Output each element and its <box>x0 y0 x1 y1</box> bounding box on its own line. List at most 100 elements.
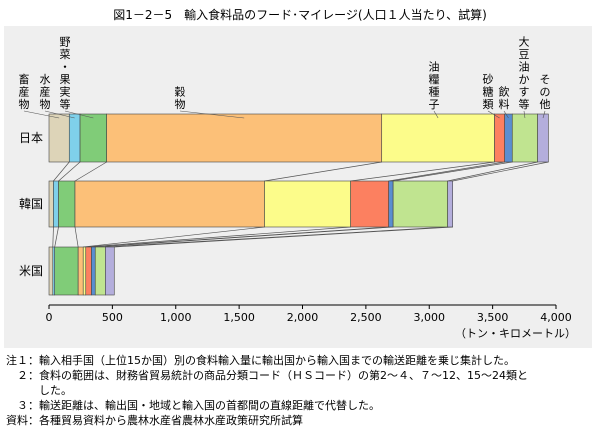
series-label-char: 油 <box>429 60 440 74</box>
x-tick-label: 2,500 <box>350 311 382 324</box>
connector-line <box>53 161 70 182</box>
note-2: ２：食料の範囲は、財務省貿易統計の商品分類コード（ＨＳコード）の第2～４、７～1… <box>6 369 528 382</box>
connector-line <box>350 161 495 182</box>
series-label-char: 他 <box>540 98 551 111</box>
connector-line <box>54 226 59 248</box>
series-label-char: 子 <box>429 98 440 111</box>
bar-segment <box>264 180 351 228</box>
series-leader-line <box>542 110 546 119</box>
bar-segment <box>48 113 70 163</box>
series-label-char: の <box>540 86 551 99</box>
series-leader-line <box>23 110 60 119</box>
bar-segment <box>54 246 79 296</box>
connector-line <box>58 161 81 182</box>
series-label-char: 物 <box>40 97 51 111</box>
bar-segment <box>537 113 549 163</box>
note-2-cont: した。 <box>6 384 72 397</box>
bar-segment <box>494 113 505 163</box>
bar-segment <box>82 246 87 296</box>
category-label: 日本 <box>19 131 43 145</box>
series-label-char: 産 <box>40 86 51 99</box>
x-tick-label: 3,000 <box>414 311 446 324</box>
connector-line <box>85 226 351 248</box>
x-axis-label: （トン・キロメートル） <box>455 327 576 340</box>
x-tick-label: 3,500 <box>477 311 509 324</box>
series-leader-line <box>179 110 245 119</box>
x-tick-label: 0 <box>46 311 53 324</box>
series-label-char: 畜 <box>19 72 30 86</box>
series-label-char: そ <box>540 73 551 86</box>
series-label-char: 油 <box>519 60 530 74</box>
bar-segment <box>79 113 107 163</box>
bar-segment <box>74 180 265 228</box>
note-3: ３：輸送距離は、輸出国・地域と輸入国の首都間の直線距離で代替した。 <box>6 399 380 412</box>
connector-line <box>114 226 453 248</box>
series-label-char: 飲 <box>499 85 510 99</box>
series-label-char: 物 <box>175 97 186 111</box>
connector-line <box>52 226 54 248</box>
bar-segment <box>504 113 513 163</box>
series-label-char: 等 <box>519 97 530 111</box>
x-tick-label: 1,000 <box>160 311 192 324</box>
connector-line <box>74 226 79 248</box>
connector-line <box>388 161 505 182</box>
connector-line <box>447 161 538 182</box>
bar-segment <box>381 113 495 163</box>
series-label-char: 糧 <box>429 72 440 86</box>
plot-frame: 日本韓国米国 0 500 1,000 1,500 2,000 2,500 3,000 3,500… <box>4 26 592 348</box>
bar-segment <box>85 246 92 296</box>
bar-segment <box>58 180 76 228</box>
series-label-char: 菜 <box>60 48 71 61</box>
series-label-char: か <box>519 73 530 86</box>
bar-segment <box>53 180 59 228</box>
series-leader-line <box>64 110 94 119</box>
series-label-char: ・ <box>60 61 71 74</box>
category-label: 韓国 <box>19 197 43 211</box>
bar-segment <box>350 180 389 228</box>
series-leader-line <box>523 110 526 119</box>
bar-segment <box>48 180 54 228</box>
series-label-char: 豆 <box>519 48 530 61</box>
category-label: 米国 <box>19 264 43 278</box>
note-1: 注１：輸入相手国（上位15か国）別の食料輸入量に輸出国から輸入国までの輸送距離を… <box>6 354 515 367</box>
connector-line <box>452 161 549 182</box>
series-label-char: 水 <box>40 73 51 86</box>
series-label-char: 物 <box>19 97 30 111</box>
source-note: 資料：各種貿易資料から農林水産省農林水産政策研究所試算 <box>6 414 303 427</box>
series-leader-line <box>44 110 75 119</box>
x-tick-label: 2,000 <box>287 311 319 324</box>
x-tick-label: 500 <box>102 311 123 324</box>
bar-segment <box>388 180 394 228</box>
x-tick-label: 1,500 <box>223 311 255 324</box>
series-label-char: 類 <box>483 98 494 111</box>
connector-line <box>83 226 265 248</box>
bar-segment <box>91 246 96 296</box>
series-label-char: 野 <box>60 36 71 49</box>
series-label-char: 等 <box>60 97 71 111</box>
bar-segment <box>392 180 448 228</box>
series-leader-line <box>433 110 439 119</box>
bar-segment <box>511 113 538 163</box>
connector-line <box>393 161 513 182</box>
series-label-char: 砂 <box>483 73 494 86</box>
series-label-char: 産 <box>19 86 30 99</box>
bar-segment <box>447 180 453 228</box>
series-label-char: 糖 <box>483 85 494 99</box>
series-label-char: 料 <box>499 97 510 111</box>
series-label-char: 果 <box>60 73 71 86</box>
series-leader-line <box>503 110 509 119</box>
bar-segment <box>106 113 383 163</box>
series-leader-line <box>487 110 500 119</box>
series-label-char: す <box>519 86 530 99</box>
series-label-char: 大 <box>519 35 530 49</box>
bar-segment <box>48 246 54 296</box>
series-label-char: 穀 <box>175 86 186 99</box>
series-label-char: 種 <box>429 85 440 99</box>
connector-line <box>95 226 394 248</box>
x-tick-label: 4,000 <box>540 311 572 324</box>
bar-segment <box>77 246 84 296</box>
bar-segment <box>105 246 115 296</box>
connector-line <box>264 161 382 182</box>
series-label-char: 実 <box>60 85 71 99</box>
